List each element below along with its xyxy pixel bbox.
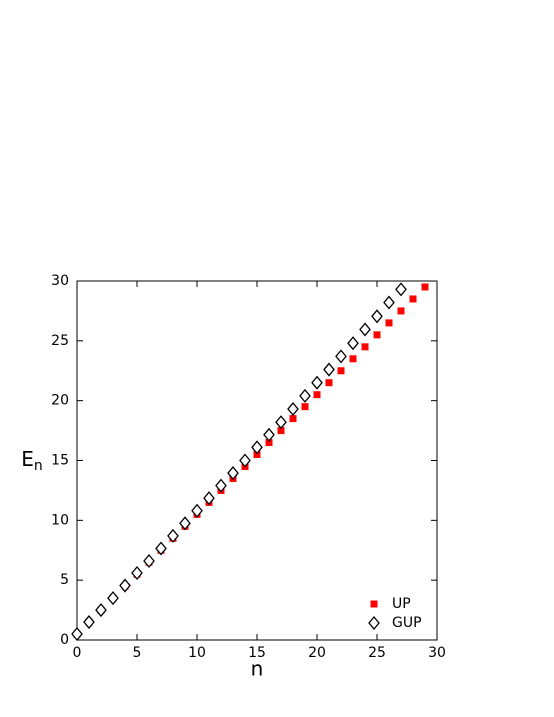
point	[311, 375, 323, 390]
point	[371, 309, 383, 324]
point	[215, 478, 227, 493]
y-tick-label: 30	[51, 273, 69, 289]
x-axis-title: n	[251, 657, 264, 681]
point	[373, 331, 381, 339]
y-tick-label: 25	[51, 333, 69, 349]
legend-marker	[368, 615, 380, 631]
y-tick-label: 20	[51, 393, 69, 409]
x-tick-label: 5	[133, 645, 142, 661]
point	[313, 391, 321, 399]
point	[107, 591, 119, 606]
point	[287, 402, 299, 417]
legend-label: GUP	[392, 615, 422, 631]
point	[155, 541, 167, 556]
y-axis-title-main: E	[21, 447, 34, 471]
point	[349, 355, 357, 363]
y-tick-label: 15	[51, 453, 69, 469]
point	[95, 603, 107, 618]
point	[359, 322, 371, 337]
point	[203, 491, 215, 506]
y-axis-title-sub: n	[34, 458, 43, 474]
x-tick-label: 0	[73, 645, 82, 661]
point	[251, 440, 263, 455]
point	[397, 307, 405, 315]
y-tick-label: 10	[51, 512, 69, 528]
point	[167, 528, 179, 543]
point	[71, 627, 83, 642]
point	[335, 349, 347, 364]
point	[337, 367, 345, 375]
point	[253, 451, 261, 459]
y-tick-label: 5	[60, 572, 69, 588]
point	[239, 453, 251, 468]
x-tick-label: 20	[308, 645, 326, 661]
point	[347, 336, 359, 351]
point	[263, 427, 275, 442]
point	[301, 403, 309, 411]
legend-marker	[370, 600, 378, 608]
point	[179, 516, 191, 531]
point	[275, 415, 287, 430]
point	[119, 578, 131, 593]
x-tick-label: 25	[368, 645, 386, 661]
point	[83, 615, 95, 630]
x-tick-label: 30	[428, 645, 446, 661]
point	[395, 282, 407, 297]
point	[265, 439, 273, 447]
point	[289, 415, 297, 423]
point	[191, 503, 203, 518]
x-tick-label: 10	[188, 645, 206, 661]
point	[143, 554, 155, 569]
point	[409, 295, 417, 303]
point	[383, 295, 395, 310]
point	[323, 362, 335, 377]
legend-label: UP	[392, 596, 411, 612]
plot-frame	[76, 280, 438, 641]
y-axis-title: En	[21, 447, 43, 475]
point	[227, 466, 239, 481]
y-tick-label: 0	[60, 632, 69, 648]
x-tick-label: 15	[248, 645, 266, 661]
point	[385, 319, 393, 327]
point	[361, 343, 369, 351]
point	[421, 283, 429, 291]
point	[277, 427, 285, 435]
point	[325, 379, 333, 387]
point	[299, 388, 311, 403]
point	[131, 565, 143, 581]
